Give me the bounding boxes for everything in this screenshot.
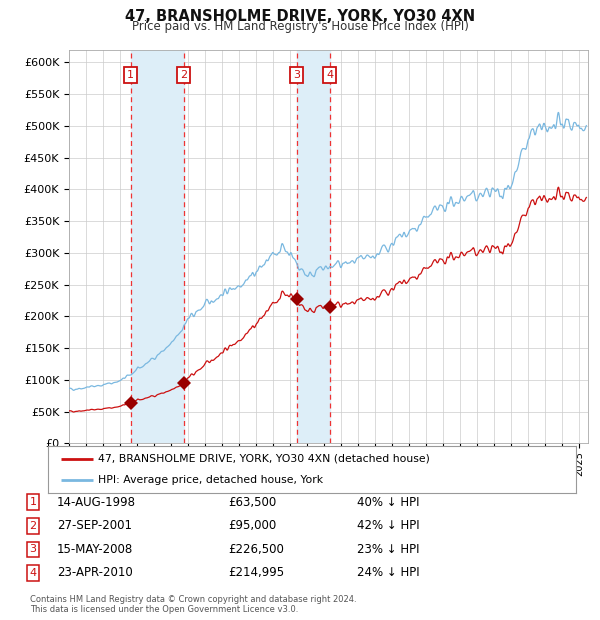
Text: Contains HM Land Registry data © Crown copyright and database right 2024.: Contains HM Land Registry data © Crown c… — [30, 595, 356, 604]
Text: HPI: Average price, detached house, York: HPI: Average price, detached house, York — [98, 476, 323, 485]
Text: £214,995: £214,995 — [228, 567, 284, 579]
Text: £95,000: £95,000 — [228, 520, 276, 532]
Text: 24% ↓ HPI: 24% ↓ HPI — [357, 567, 419, 579]
Text: 47, BRANSHOLME DRIVE, YORK, YO30 4XN (detached house): 47, BRANSHOLME DRIVE, YORK, YO30 4XN (de… — [98, 454, 430, 464]
Text: 1: 1 — [29, 497, 37, 507]
Text: 4: 4 — [326, 70, 333, 80]
Text: £63,500: £63,500 — [228, 496, 276, 508]
Text: 4: 4 — [29, 568, 37, 578]
Text: 2: 2 — [180, 70, 187, 80]
Text: £226,500: £226,500 — [228, 543, 284, 556]
Text: 3: 3 — [29, 544, 37, 554]
Text: 42% ↓ HPI: 42% ↓ HPI — [357, 520, 419, 532]
Text: 1: 1 — [127, 70, 134, 80]
Text: This data is licensed under the Open Government Licence v3.0.: This data is licensed under the Open Gov… — [30, 604, 298, 614]
Bar — [131, 50, 184, 443]
Text: 3: 3 — [293, 70, 300, 80]
Text: 23% ↓ HPI: 23% ↓ HPI — [357, 543, 419, 556]
Bar — [296, 50, 329, 443]
Text: 2: 2 — [29, 521, 37, 531]
Text: Price paid vs. HM Land Registry's House Price Index (HPI): Price paid vs. HM Land Registry's House … — [131, 20, 469, 33]
Text: 14-AUG-1998: 14-AUG-1998 — [57, 496, 136, 508]
Text: 15-MAY-2008: 15-MAY-2008 — [57, 543, 133, 556]
Text: 27-SEP-2001: 27-SEP-2001 — [57, 520, 132, 532]
Text: 47, BRANSHOLME DRIVE, YORK, YO30 4XN: 47, BRANSHOLME DRIVE, YORK, YO30 4XN — [125, 9, 475, 24]
Text: 40% ↓ HPI: 40% ↓ HPI — [357, 496, 419, 508]
Text: 23-APR-2010: 23-APR-2010 — [57, 567, 133, 579]
